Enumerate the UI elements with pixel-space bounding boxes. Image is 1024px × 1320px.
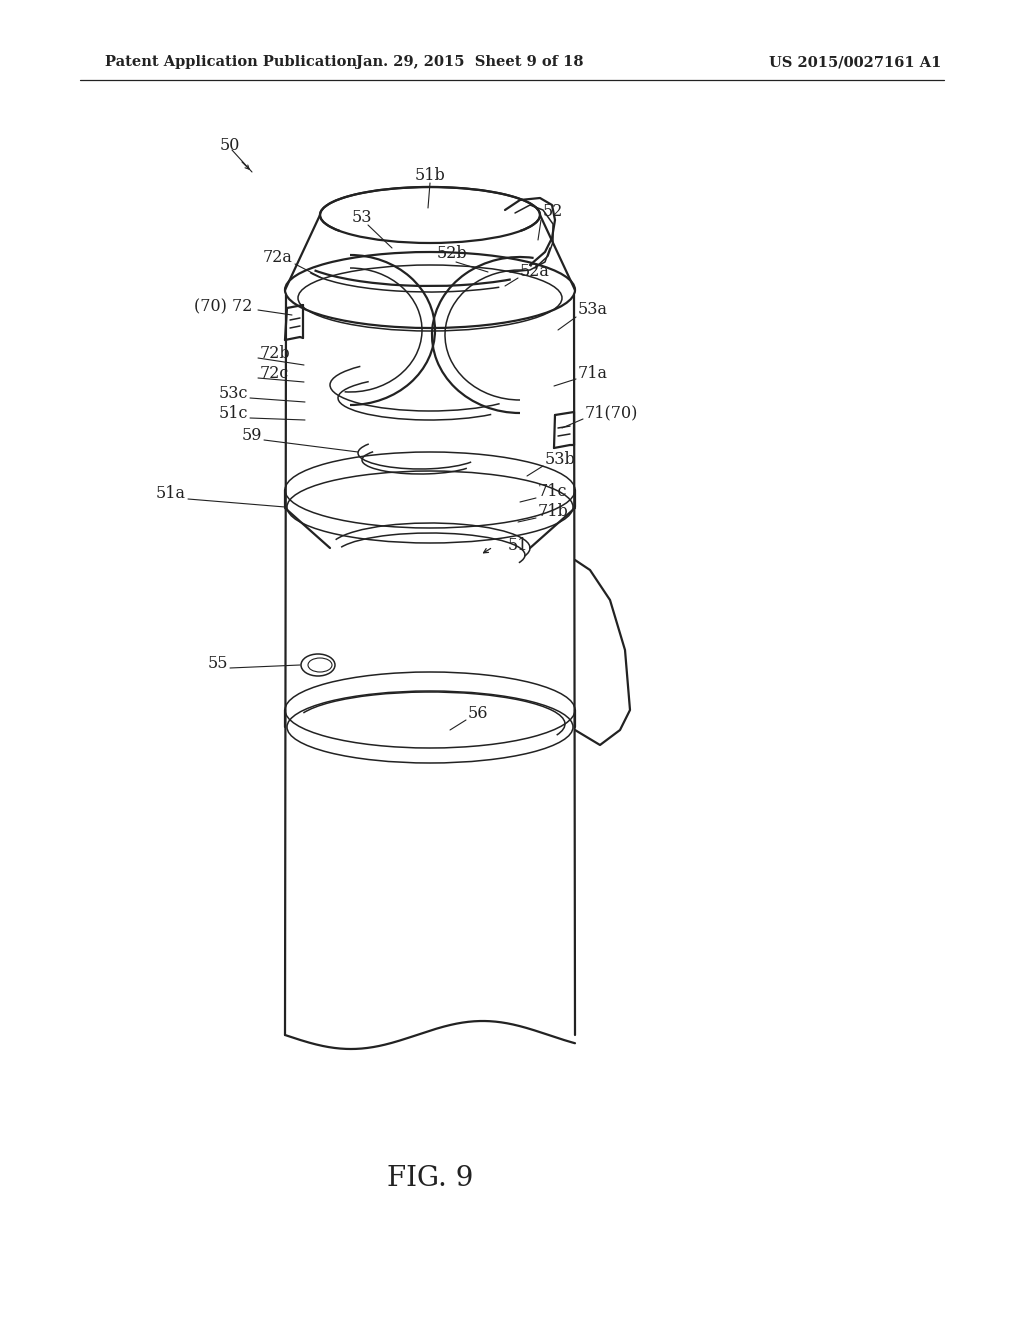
Text: 72c: 72c xyxy=(260,364,290,381)
Text: 59: 59 xyxy=(242,426,262,444)
Text: 55: 55 xyxy=(208,655,228,672)
Text: 53c: 53c xyxy=(218,384,248,401)
Text: (70) 72: (70) 72 xyxy=(194,298,252,315)
Text: 53b: 53b xyxy=(545,451,575,469)
Text: 72b: 72b xyxy=(260,345,291,362)
Text: Jan. 29, 2015  Sheet 9 of 18: Jan. 29, 2015 Sheet 9 of 18 xyxy=(356,55,584,69)
Text: 71a: 71a xyxy=(578,364,608,381)
Text: 56: 56 xyxy=(468,705,488,722)
Text: 52: 52 xyxy=(543,203,563,220)
Text: 52a: 52a xyxy=(520,264,550,281)
Text: 53a: 53a xyxy=(578,301,608,318)
Text: 51: 51 xyxy=(508,536,528,553)
Text: 53: 53 xyxy=(352,209,373,226)
Text: 51c: 51c xyxy=(218,404,248,421)
Text: 52b: 52b xyxy=(436,246,467,263)
Text: 51a: 51a xyxy=(156,486,186,503)
Text: 71b: 71b xyxy=(538,503,568,520)
Text: 51b: 51b xyxy=(415,166,445,183)
Text: 71c: 71c xyxy=(538,483,567,500)
Text: Patent Application Publication: Patent Application Publication xyxy=(105,55,357,69)
Text: FIG. 9: FIG. 9 xyxy=(387,1164,473,1192)
Text: 50: 50 xyxy=(220,136,241,153)
Text: US 2015/0027161 A1: US 2015/0027161 A1 xyxy=(769,55,941,69)
Text: 72a: 72a xyxy=(263,249,293,267)
Text: 71(70): 71(70) xyxy=(585,404,638,421)
